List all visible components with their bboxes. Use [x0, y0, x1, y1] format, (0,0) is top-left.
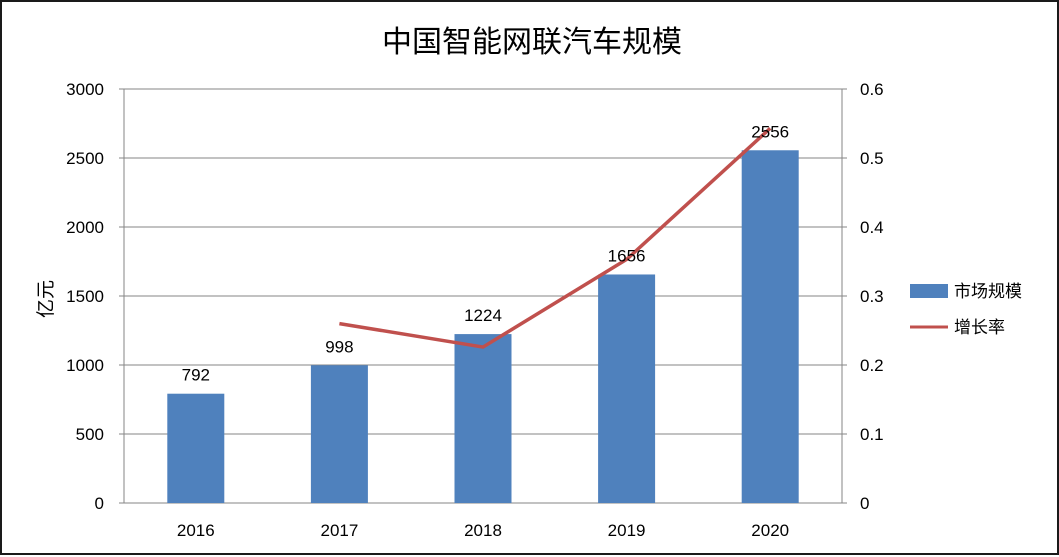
- bar-data-label: 792: [182, 366, 210, 385]
- y-tick-label-left: 3000: [66, 80, 104, 99]
- x-tick-label: 2016: [177, 521, 215, 540]
- chart-title: 中国智能网联汽车规模: [382, 25, 682, 60]
- y-tick-label-right: 0.1: [860, 425, 884, 444]
- y-tick-label-right: 0.4: [860, 218, 884, 237]
- legend-label-growth-rate: 增长率: [954, 318, 1005, 338]
- legend-label-market-size: 市场规模: [954, 282, 1022, 302]
- legend: 市场规模 增长率: [910, 282, 1022, 338]
- y-tick-label-left: 1500: [66, 287, 104, 306]
- x-tick-label: 2019: [608, 521, 646, 540]
- growth-rate-line: [339, 128, 770, 347]
- y-tick-label-left: 1000: [66, 356, 104, 375]
- y-tick-label-right: 0.3: [860, 287, 884, 306]
- x-tick-label: 2018: [464, 521, 502, 540]
- x-axis-ticks: 2016 2017 2018 2019 2020: [177, 521, 789, 540]
- y-tick-label-left: 500: [76, 425, 104, 444]
- bar: [455, 334, 512, 503]
- bar-series: [167, 150, 798, 503]
- y-axis-left-ticks: 0 500 1000 1500 2000 2500 3000: [66, 80, 124, 513]
- bar-data-label: 1224: [464, 306, 502, 325]
- x-tick-label: 2017: [320, 521, 358, 540]
- x-tick-label: 2020: [751, 521, 789, 540]
- y-tick-label-left: 2500: [66, 149, 104, 168]
- y-tick-label-right: 0: [860, 494, 869, 513]
- y-axis-label: 亿元: [35, 280, 57, 318]
- legend-swatch-market-size: [910, 284, 948, 298]
- bar: [167, 394, 224, 503]
- y-axis-right-ticks: 0 0.1 0.2 0.3 0.4 0.5 0.6: [842, 80, 884, 513]
- bar-data-label: 2556: [751, 122, 789, 141]
- y-tick-label-right: 0.6: [860, 80, 884, 99]
- y-tick-label-right: 0.5: [860, 149, 884, 168]
- bar: [598, 274, 655, 503]
- y-tick-label-left: 2000: [66, 218, 104, 237]
- line-series: [339, 128, 770, 347]
- bar-data-label: 1656: [608, 246, 646, 265]
- y-tick-label-left: 0: [95, 494, 104, 513]
- bar: [742, 150, 799, 503]
- bar: [311, 365, 368, 503]
- y-tick-label-right: 0.2: [860, 356, 884, 375]
- bar-data-label: 998: [325, 337, 353, 356]
